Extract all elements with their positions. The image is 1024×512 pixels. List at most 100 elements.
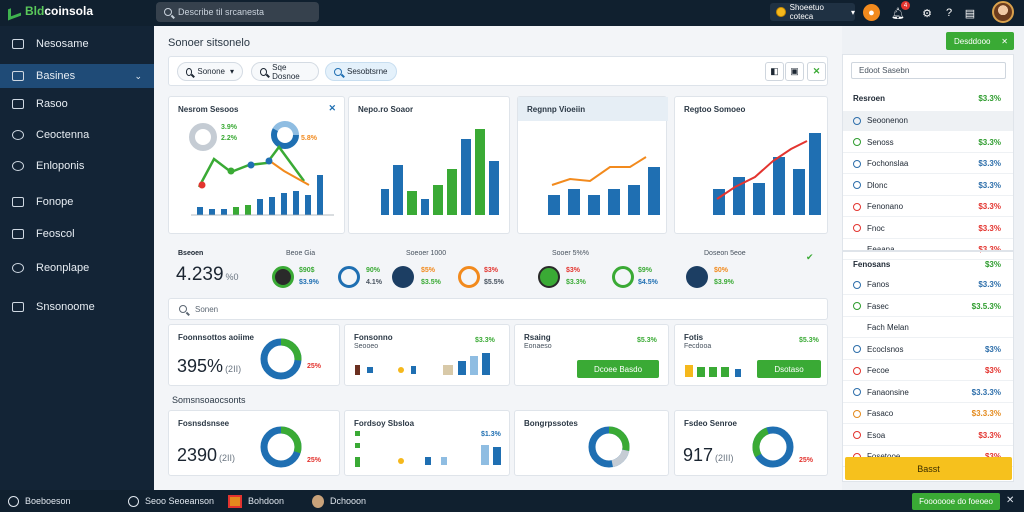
- bar-5: [793, 169, 805, 215]
- panel-list1-row[interactable]: Seoonenon: [843, 111, 1013, 131]
- stat-label-5: Sooer 5%%: [552, 250, 589, 257]
- panel-list1-label: Senoss: [867, 137, 894, 147]
- bar-5: [628, 185, 640, 215]
- fire-icon[interactable]: ●: [863, 4, 880, 21]
- kpi-value: 395% (2II): [177, 356, 242, 376]
- bar-5: [433, 185, 443, 215]
- bell-icon[interactable]: 🔔︎: [891, 7, 905, 20]
- stat-ring-4: [458, 266, 480, 288]
- secondary-search-input[interactable]: Sonen: [168, 298, 828, 320]
- bar-2: [393, 165, 403, 215]
- panel-section-1: Resroen $3.3%: [853, 93, 1001, 103]
- bottom-item-4[interactable]: Dchooon: [312, 494, 366, 508]
- panel-list2-label: Fanos: [867, 280, 890, 289]
- sidebar-item-8[interactable]: Snsonoome: [0, 295, 154, 319]
- avatar[interactable]: [992, 1, 1014, 23]
- bar-6: [257, 199, 263, 215]
- bottom-item-3[interactable]: Bohdoon: [228, 494, 284, 508]
- action-button[interactable]: Dcoee Basdo: [577, 360, 659, 378]
- panel-list2-row[interactable]: Esoa $3.3%: [843, 426, 1013, 446]
- stat-label-1: Beoe Gia: [286, 250, 316, 257]
- top-action-button[interactable]: Desddooo ✕: [946, 32, 1014, 50]
- trend-line-orange: [266, 158, 310, 186]
- logo-icon: [8, 5, 20, 17]
- main-content: Sonoer sitsonelo Sonone ▾ Sqe Dosnoe Seso…: [154, 26, 842, 490]
- panel-list1-row[interactable]: Eeaana $3.3%: [843, 240, 1013, 260]
- stats-label: Bseoen: [178, 250, 204, 257]
- star-icon: [853, 302, 861, 310]
- stats-value: 4.239 %0: [176, 264, 239, 285]
- bottom-item-2[interactable]: Seoo Seoeanson: [128, 494, 214, 508]
- close-icon[interactable]: ✕: [807, 62, 826, 81]
- panel-list2-row[interactable]: Fach Melan: [843, 318, 1013, 338]
- combo-chart: [189, 121, 334, 216]
- sidebar-item-7[interactable]: Reonplape: [0, 256, 154, 280]
- close-icon[interactable]: ✕: [1001, 36, 1008, 46]
- bottom-action-button[interactable]: Fooooooe do foeoeo: [912, 493, 1000, 510]
- search-input[interactable]: Describe til srcanesta: [156, 2, 319, 22]
- bottom-item-1[interactable]: Boeboeson: [8, 494, 71, 508]
- stat-icon-3: [392, 266, 414, 288]
- panel-list1-row[interactable]: Fenonano $3.3%: [843, 197, 1013, 217]
- panel-list1-value: $3.3%: [978, 202, 1001, 211]
- bar-2: [568, 189, 580, 215]
- close-icon[interactable]: ✕: [328, 103, 336, 113]
- status-filter[interactable]: Sesobtsrne: [325, 62, 397, 81]
- layout-button[interactable]: ▣: [785, 62, 804, 81]
- close-icon[interactable]: ✕: [1006, 495, 1015, 506]
- panel-list1-row[interactable]: Fnoc $3.3%: [843, 219, 1013, 239]
- panel-search-input[interactable]: Edoot Sasebn: [851, 62, 1006, 79]
- panel-list2-value: $3.3.3%: [971, 409, 1001, 418]
- panel-list1-value: $3.3%: [978, 137, 1001, 147]
- filter-dropdown[interactable]: Sonone ▾: [177, 62, 243, 81]
- sidebar-item-5[interactable]: Fonope: [0, 190, 154, 214]
- account-dropdown[interactable]: Shoeetuo coteca ▾: [770, 3, 855, 21]
- sidebar-item-2[interactable]: Rasoo: [0, 92, 154, 116]
- panel-primary-button[interactable]: Basst: [845, 457, 1012, 480]
- panel-list2-row[interactable]: Fasaco $3.3.3%: [843, 404, 1013, 424]
- panel-list2-value: $3%: [985, 452, 1001, 461]
- kpi-card-3: Rsaing Eonaeso $5.3% Dcoee Basdo: [514, 324, 669, 386]
- dollar-icon: [853, 280, 861, 289]
- box-icon: [853, 159, 861, 168]
- kpi-card-5: Fosnsdsnsee 2390 (2II) 25%: [168, 410, 340, 476]
- panel-list1-row[interactable]: Senoss $3.3%: [843, 133, 1013, 153]
- settings-icon[interactable]: ⚙: [922, 7, 932, 20]
- bar-line-chart-4: [713, 133, 821, 215]
- view-toggle-button[interactable]: ◧: [765, 62, 784, 81]
- panel-list2-label: Fecoe: [867, 366, 890, 375]
- panel-list1-row[interactable]: Dlonc $3.3%: [843, 176, 1013, 196]
- app-logo[interactable]: Bldcoinsola: [8, 4, 93, 18]
- pie-icon: [12, 161, 24, 171]
- date-filter[interactable]: Sqe Dosnoe: [251, 62, 319, 81]
- sidebar-item-0[interactable]: Nesosame: [0, 32, 154, 56]
- bar-3: [753, 183, 765, 215]
- panel-list2-row[interactable]: Fasec $3.5.3%: [843, 297, 1013, 317]
- sidebar-item-3[interactable]: Ceoctenna: [0, 123, 154, 147]
- kpi-card-4: Fotis Fecdooa $5.3% Dsotaso: [674, 324, 828, 386]
- document-icon[interactable]: ▤: [964, 7, 976, 20]
- bar-6: [648, 167, 660, 215]
- bar-6: [447, 169, 457, 215]
- clock-icon: [12, 130, 24, 140]
- panel-list2-value: $3%: [984, 366, 1001, 375]
- kpi-card-6: Fordsoy Sbsloa $1.3%: [344, 410, 510, 476]
- chart-icon: [12, 99, 24, 109]
- bar-10: [305, 195, 311, 215]
- panel-list2-row[interactable]: Fecoe $3%: [843, 361, 1013, 381]
- chart-title: Nepo.ro Soaor: [358, 105, 414, 114]
- help-icon[interactable]: ?: [945, 7, 953, 19]
- sidebar-item-6[interactable]: Feoscol: [0, 222, 154, 246]
- coin-icon: [776, 7, 786, 17]
- sidebar-item-4[interactable]: Enloponis: [0, 154, 154, 178]
- panel-list2-row[interactable]: Ecoclsnos $3%: [843, 340, 1013, 360]
- action-button[interactable]: Dsotaso: [757, 360, 821, 378]
- bar-11: [317, 175, 323, 215]
- panel-list1-row[interactable]: Fochonslaa $3.3%: [843, 154, 1013, 174]
- check-icon: ✔: [806, 252, 814, 262]
- panel-list2-row[interactable]: Fanos $3.3%: [843, 275, 1013, 295]
- donut-grey: [189, 123, 217, 151]
- sidebar-item-1[interactable]: Basines ⌄: [0, 64, 154, 88]
- panel-list2-row[interactable]: Fanaonsine $3.3.3%: [843, 383, 1013, 403]
- stat-ring-2: [338, 266, 360, 288]
